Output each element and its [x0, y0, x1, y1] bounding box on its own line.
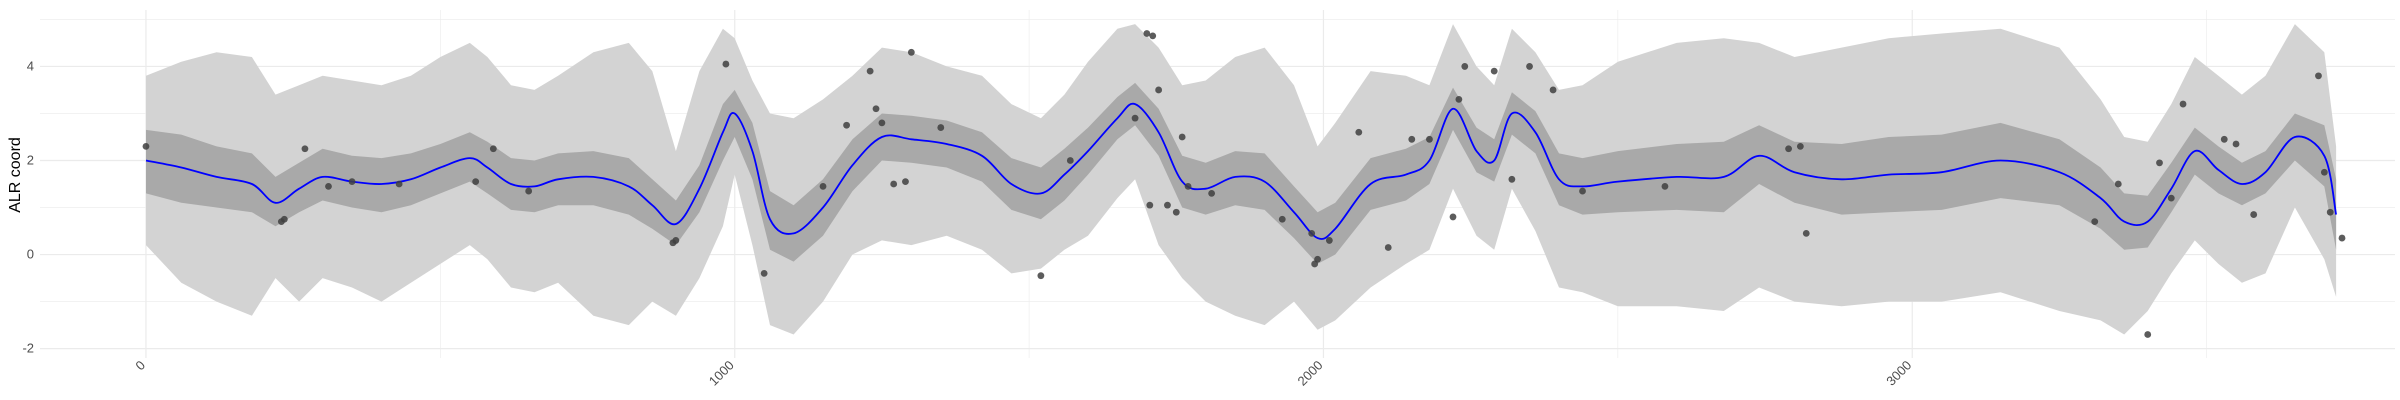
data-point: [760, 269, 768, 277]
data-point: [1325, 237, 1333, 244]
data-point: [1785, 145, 1792, 153]
data-point: [1143, 30, 1151, 37]
x-axis-ticks: 0 1000 2000 3000: [132, 358, 1914, 389]
data-point: [1184, 182, 1192, 190]
data-point: [1508, 175, 1516, 183]
observation-points: [142, 30, 2346, 338]
data-point: [1455, 95, 1463, 103]
data-point: [1149, 32, 1157, 40]
data-point: [348, 178, 356, 186]
data-point: [937, 124, 945, 131]
data-point: [890, 180, 898, 188]
data-point: [878, 119, 886, 127]
inner-band-layer: [146, 82, 2337, 264]
x-tick-label: 0: [132, 358, 148, 374]
y-tick-label: 4: [27, 58, 34, 73]
data-point: [280, 215, 288, 223]
data-point: [1178, 133, 1186, 141]
data-point: [1314, 255, 1321, 263]
data-point: [2326, 208, 2334, 216]
data-point: [819, 182, 827, 190]
data-point: [1579, 187, 1586, 195]
data-point: [1155, 86, 1163, 94]
data-point: [672, 237, 680, 244]
data-point: [1490, 67, 1498, 75]
data-point: [1461, 63, 1469, 70]
data-point: [722, 60, 730, 68]
data-point: [1802, 229, 1810, 237]
data-point: [1549, 86, 1557, 94]
mean-line-layer: [145, 102, 2337, 240]
data-point: [301, 145, 309, 153]
data-point: [1449, 213, 1457, 221]
mean-line: [145, 102, 2337, 240]
data-point: [866, 67, 874, 75]
data-point: [2114, 180, 2122, 188]
y-tick-label: -2: [22, 341, 34, 356]
inner-band: [146, 82, 2337, 264]
y-axis-title: ALR coord: [7, 137, 24, 213]
data-point: [1384, 244, 1392, 251]
data-point: [525, 187, 533, 195]
data-point: [2250, 211, 2258, 218]
data-point: [489, 145, 497, 153]
data-point: [1308, 229, 1316, 237]
data-point: [902, 178, 909, 186]
data-point: [1208, 190, 1216, 197]
data-point: [1355, 128, 1363, 136]
y-axis-ticks: -2 0 2 4: [22, 58, 34, 355]
x-tick-label: 1000: [706, 358, 737, 389]
data-point: [1131, 114, 1139, 122]
data-point: [2144, 331, 2152, 338]
data-point: [2091, 218, 2099, 226]
data-point: [1146, 201, 1154, 209]
data-point: [2156, 159, 2163, 167]
data-point: [472, 178, 480, 186]
y-tick-label: 2: [27, 152, 34, 167]
data-point: [1066, 157, 1074, 164]
x-tick-label: 2000: [1295, 358, 1326, 389]
data-point: [1278, 215, 1286, 223]
data-point: [142, 142, 150, 150]
data-point: [1526, 63, 1533, 70]
data-point: [1796, 142, 1804, 150]
data-point: [1172, 208, 1180, 216]
data-point: [1661, 182, 1669, 190]
data-point: [325, 182, 332, 190]
data-point: [2179, 100, 2187, 108]
data-point: [2232, 140, 2240, 148]
data-point: [2315, 72, 2322, 80]
data-point: [907, 48, 915, 56]
data-point: [1408, 135, 1416, 143]
data-point: [2167, 194, 2175, 202]
data-point: [872, 105, 880, 113]
data-point: [1426, 135, 1433, 143]
data-point: [395, 180, 403, 188]
data-point: [2320, 168, 2328, 176]
data-point: [1037, 272, 1045, 280]
data-point: [2338, 234, 2346, 242]
data-point: [1164, 201, 1171, 209]
y-tick-label: 0: [27, 247, 34, 262]
x-tick-label: 3000: [1883, 358, 1914, 389]
data-point: [843, 121, 850, 129]
data-point: [2220, 135, 2228, 143]
